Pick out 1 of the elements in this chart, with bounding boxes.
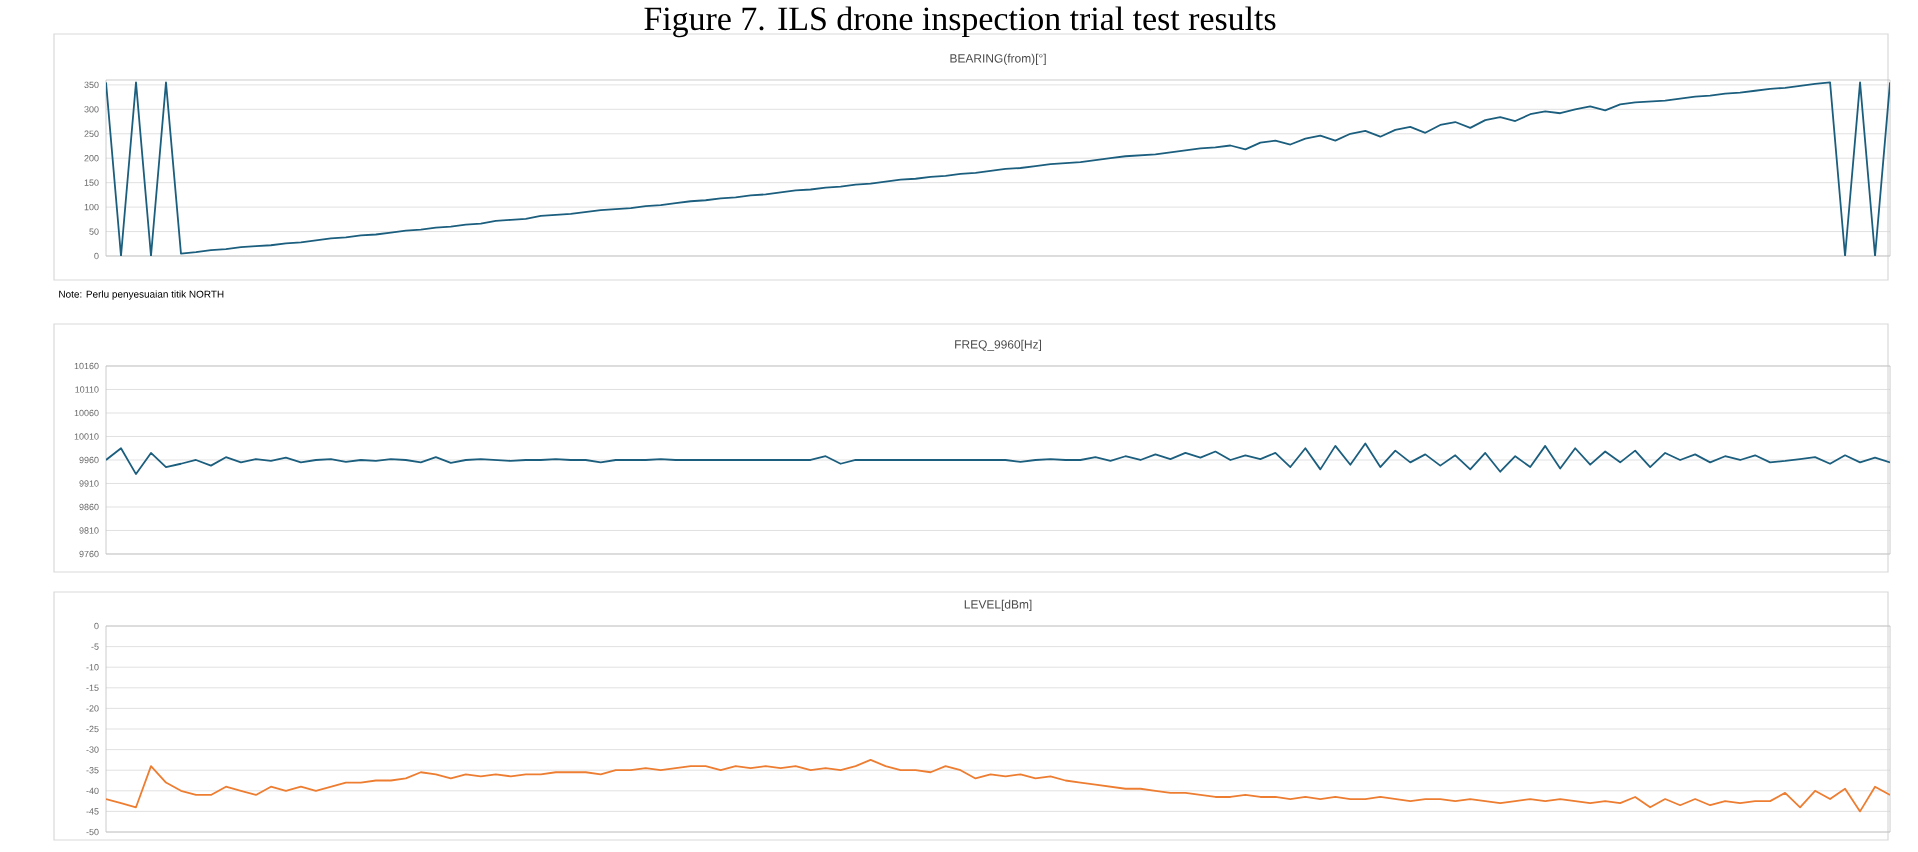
caption: Figure 7. ILS drone inspection trial test results: [644, 6, 1276, 38]
